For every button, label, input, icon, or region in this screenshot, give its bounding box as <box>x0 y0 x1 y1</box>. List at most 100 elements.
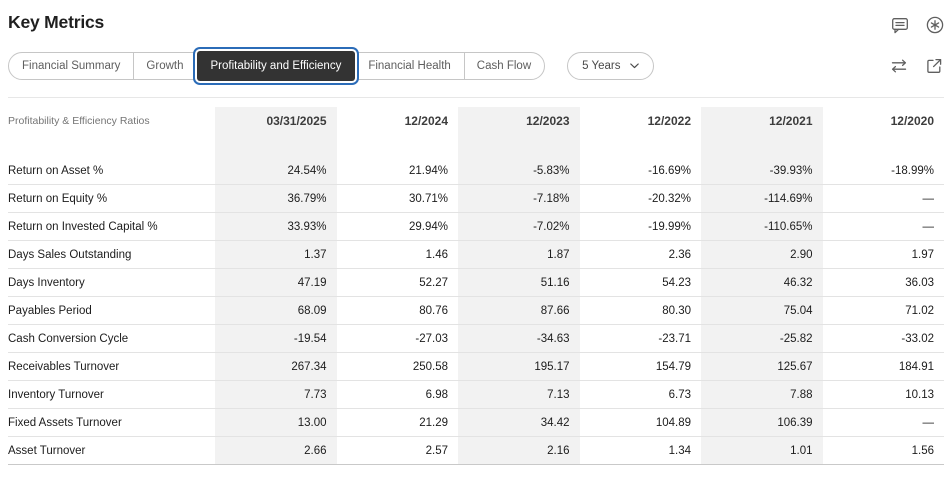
cell: 154.79 <box>655 360 691 373</box>
header-actions <box>890 15 945 35</box>
cell: 21.29 <box>419 416 448 429</box>
cell: 6.73 <box>668 388 691 401</box>
cell: -23.71 <box>658 332 691 345</box>
cell: -25.82 <box>701 325 823 352</box>
period-selector-label: 5 Years <box>582 60 621 72</box>
cell: 30.71% <box>408 192 448 205</box>
cell: 1.97 <box>911 248 934 261</box>
cell: 24.54% <box>215 157 337 184</box>
row-label: Receivables Turnover <box>8 360 120 373</box>
cell: -39.93% <box>701 157 823 184</box>
row-label: Return on Asset % <box>8 164 104 177</box>
cell: 6.98 <box>425 388 448 401</box>
table-row: Days Inventory 47.19 52.27 51.16 54.23 46.32 3… <box>8 269 944 297</box>
key-metrics-panel: Key Metrics Financial Summary Growth Profi… <box>8 12 945 465</box>
column-header: 12/2021 <box>701 107 823 157</box>
row-label: Days Sales Outstanding <box>8 248 132 261</box>
cell: -33.02 <box>901 332 934 345</box>
table-row: Payables Period 68.09 80.76 87.66 80.30 75.04… <box>8 297 944 325</box>
swap-arrows-icon[interactable] <box>889 56 909 76</box>
tab-profitability-and-efficiency[interactable]: Profitability and Efficiency <box>196 51 356 81</box>
cell: 80.30 <box>662 304 691 317</box>
cell: 80.76 <box>419 304 448 317</box>
cell: 2.66 <box>215 437 337 464</box>
row-label: Return on Equity % <box>8 192 108 205</box>
cell: -16.69% <box>648 164 691 177</box>
cell: 1.56 <box>911 444 934 457</box>
cell: 7.13 <box>458 381 580 408</box>
circled-asterisk-icon[interactable] <box>925 15 945 35</box>
cell: 2.57 <box>425 444 448 457</box>
cell: 34.42 <box>458 409 580 436</box>
cell: -18.99% <box>891 164 934 177</box>
cell: 87.66 <box>458 297 580 324</box>
cell: 75.04 <box>701 297 823 324</box>
table-row: Days Sales Outstanding 1.37 1.46 1.87 2.36 2.… <box>8 241 944 269</box>
tab-growth[interactable]: Growth <box>133 53 196 79</box>
export-icon[interactable] <box>924 56 944 76</box>
row-label: Days Inventory <box>8 276 85 289</box>
cell: -110.65% <box>701 213 823 240</box>
cell: 47.19 <box>215 269 337 296</box>
table-row: Asset Turnover 2.66 2.57 2.16 1.34 1.01 1.56 <box>8 437 944 465</box>
cell: 10.13 <box>905 388 934 401</box>
table-row: Receivables Turnover 267.34 250.58 195.17 15… <box>8 353 944 381</box>
metrics-table: Profitability & Efficiency Ratios 03/31/… <box>8 97 944 465</box>
comment-icon[interactable] <box>890 15 910 35</box>
cell: 33.93% <box>215 213 337 240</box>
cell: 29.94% <box>408 220 448 233</box>
column-header: 12/2020 <box>890 114 934 128</box>
table-body: Return on Asset % 24.54% 21.94% -5.83% -16.6… <box>8 157 944 465</box>
cell: — <box>922 192 935 205</box>
tab-financial-health[interactable]: Financial Health <box>355 53 463 79</box>
table-header-row: Profitability & Efficiency Ratios 03/31/… <box>8 107 944 157</box>
cell: 1.37 <box>215 241 337 268</box>
cell: 2.16 <box>458 437 580 464</box>
table-row: Cash Conversion Cycle -19.54 -27.03 -34.63 -… <box>8 325 944 353</box>
table-row: Inventory Turnover 7.73 6.98 7.13 6.73 7.88 10… <box>8 381 944 409</box>
cell: 71.02 <box>905 304 934 317</box>
chevron-down-icon <box>629 60 639 72</box>
tab-cash-flow[interactable]: Cash Flow <box>463 53 544 79</box>
tab-group: Financial Summary Growth Profitability and… <box>8 51 546 81</box>
cell: 36.03 <box>905 276 934 289</box>
page-title: Key Metrics <box>8 12 105 32</box>
cell: 1.01 <box>701 437 823 464</box>
cell: 52.27 <box>419 276 448 289</box>
cell: 2.90 <box>701 241 823 268</box>
cell: 68.09 <box>215 297 337 324</box>
period-selector[interactable]: 5 Years <box>567 52 654 80</box>
tab-financial-summary[interactable]: Financial Summary <box>9 53 133 79</box>
cell: 195.17 <box>458 353 580 380</box>
cell: -19.99% <box>648 220 691 233</box>
cell: -20.32% <box>648 192 691 205</box>
column-header: 12/2023 <box>458 107 580 157</box>
cell: 54.23 <box>662 276 691 289</box>
cell: 125.67 <box>701 353 823 380</box>
cell: -19.54 <box>215 325 337 352</box>
cell: -114.69% <box>701 185 823 212</box>
toolbar: Financial Summary Growth Profitability and… <box>8 51 944 81</box>
cell: 2.36 <box>668 248 691 261</box>
cell: -7.02% <box>458 213 580 240</box>
cell: 13.00 <box>215 409 337 436</box>
row-label: Inventory Turnover <box>8 388 104 401</box>
cell: -34.63 <box>458 325 580 352</box>
column-header: 12/2024 <box>404 114 448 128</box>
row-label: Asset Turnover <box>8 444 86 457</box>
column-header: 03/31/2025 <box>215 107 337 157</box>
table-row: Return on Equity % 36.79% 30.71% -7.18% -20.… <box>8 185 944 213</box>
table-row: Return on Invested Capital % 33.93% 29.94%… <box>8 213 944 241</box>
row-label: Cash Conversion Cycle <box>8 332 129 345</box>
cell: 106.39 <box>701 409 823 436</box>
cell: -27.03 <box>415 332 448 345</box>
row-label: Payables Period <box>8 304 92 317</box>
row-label: Fixed Assets Turnover <box>8 416 122 429</box>
cell: 250.58 <box>412 360 448 373</box>
row-label: Return on Invested Capital % <box>8 220 158 233</box>
cell: 1.34 <box>668 444 691 457</box>
cell: -5.83% <box>458 157 580 184</box>
cell: — <box>922 220 935 233</box>
cell: 184.91 <box>898 360 934 373</box>
cell: 7.73 <box>215 381 337 408</box>
